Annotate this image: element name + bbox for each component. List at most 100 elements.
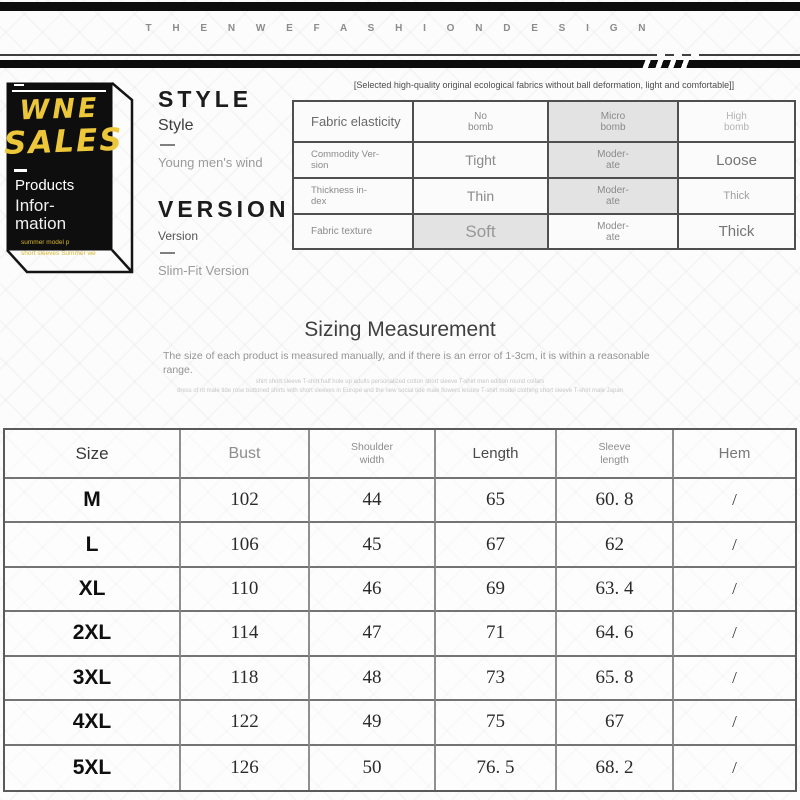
sleeve-value: 63. 4 xyxy=(557,567,674,613)
column-header-length: Length xyxy=(436,430,557,479)
size-label: 5XL xyxy=(5,745,181,790)
bust-value: 106 xyxy=(181,523,310,568)
sleeve-value: 60. 8 xyxy=(557,479,674,524)
version-dash xyxy=(160,252,175,254)
version-heading: VERSION xyxy=(158,196,290,222)
hem-value: / xyxy=(674,479,795,524)
sizing-note: The size of each product is measured man… xyxy=(163,350,650,377)
label-dash xyxy=(14,84,24,86)
label-products-text: Products xyxy=(15,177,75,194)
shoulder-value: 44 xyxy=(310,479,436,524)
divider-thick xyxy=(0,60,800,68)
bust-value: 114 xyxy=(181,612,310,657)
label-info-line1: Infor- xyxy=(15,196,55,215)
hem-value: / xyxy=(732,757,737,777)
label-rule xyxy=(12,90,106,92)
style-subheading: Style xyxy=(158,117,194,134)
sizing-title: Sizing Measurement xyxy=(304,318,496,341)
fabric-option-selected: Micro bomb xyxy=(549,102,679,143)
version-value: Slim-Fit Version xyxy=(158,263,250,278)
hem-value: / xyxy=(674,568,795,613)
sleeve-value: 64. 6 xyxy=(557,612,674,657)
style-version-block: STYLE Style Young men's wind VERSION Ver… xyxy=(158,86,298,278)
label-fineprint-line1: summer model p xyxy=(21,239,70,246)
hem-value: / xyxy=(674,523,795,568)
label-box-icon xyxy=(6,82,134,274)
fabric-option-selected: Soft xyxy=(414,215,549,248)
length-value: 73 xyxy=(436,656,557,702)
label-info-line2: mation xyxy=(15,214,67,234)
length-value: 69 xyxy=(436,567,557,613)
hem-value: / xyxy=(674,701,795,746)
fabric-option: Thin xyxy=(414,179,549,215)
fabric-option: Loose xyxy=(679,143,794,179)
column-header-hem: Hem xyxy=(674,430,795,479)
label-dash xyxy=(14,169,27,172)
divider-thin xyxy=(708,54,800,56)
length-value: 65 xyxy=(436,479,557,524)
fabric-row-label: Thickness in- dex xyxy=(294,179,414,215)
divider-thick-slash-segment xyxy=(638,60,690,68)
size-label: 2XL xyxy=(5,612,181,657)
bust-value: 118 xyxy=(181,656,310,702)
size-label: 3XL xyxy=(5,656,181,702)
style-value: Young men's wind xyxy=(158,155,263,170)
shoulder-value: 46 xyxy=(310,567,436,613)
fabric-option: Tight xyxy=(414,143,549,179)
column-header-size: Size xyxy=(5,430,181,479)
fabric-option: Thick xyxy=(679,179,794,215)
column-header-bust: Bust xyxy=(181,430,310,479)
length-value: 67 xyxy=(436,523,557,568)
size-chart-table: Size Bust Shoulder width Length Sleeve l… xyxy=(3,428,797,792)
size-label: M xyxy=(5,479,181,524)
fabric-option-selected: Moder- ate xyxy=(549,143,679,179)
fabric-option: No bomb xyxy=(414,102,549,143)
style-heading: STYLE xyxy=(158,86,253,112)
fabric-row-label: Fabric texture xyxy=(294,215,414,248)
hem-value: / xyxy=(674,612,795,657)
size-label: 4XL xyxy=(5,701,181,746)
top-black-bar xyxy=(0,2,800,11)
sleeve-value: 65. 8 xyxy=(557,656,674,702)
fabric-row-label: Commodity Ver- sion xyxy=(294,143,414,179)
version-subheading: Version xyxy=(158,229,199,243)
column-header-shoulder: Shoulder width xyxy=(310,430,436,479)
fabric-option: Moder- ate xyxy=(549,215,679,248)
bust-value: 102 xyxy=(181,479,310,524)
bust-value: 110 xyxy=(181,567,310,613)
style-dash xyxy=(160,144,175,146)
fabric-option: High bomb xyxy=(679,102,794,143)
shoulder-value: 49 xyxy=(310,701,436,746)
shoulder-value: 45 xyxy=(310,523,436,568)
fabric-quality-note: [Selected high-quality original ecologic… xyxy=(353,80,735,90)
length-value: 75 xyxy=(436,701,557,746)
fabric-row-label: Fabric elasticity xyxy=(294,102,414,143)
size-label: L xyxy=(5,523,181,568)
fabric-option: Thick xyxy=(718,223,755,240)
sizing-fineprint-line1: shirt short sleeve T-shirt half hole up … xyxy=(255,379,545,385)
label-fineprint-line2: short sleeves Summer we xyxy=(21,250,96,258)
label-brand-line1: WNE xyxy=(19,92,100,127)
brand-title: T H E N W E F A S H I O N D E S I G N xyxy=(145,23,655,34)
shoulder-value: 47 xyxy=(310,612,436,657)
shoulder-value: 50 xyxy=(310,745,436,790)
column-header-sleeve: Sleeve length xyxy=(557,430,674,479)
sleeve-value: 62 xyxy=(557,523,674,568)
length-value: 71 xyxy=(436,612,557,657)
shoulder-value: 48 xyxy=(310,656,436,702)
length-value: 76. 5 xyxy=(436,745,557,790)
label-brand-line2: SALES xyxy=(3,121,125,162)
label-information-text: Infor-mation xyxy=(15,196,67,234)
divider-thin-dashed-segment xyxy=(648,54,708,56)
bust-value: 126 xyxy=(181,745,310,790)
sleeve-value: 68. 2 xyxy=(557,745,674,790)
sleeve-value: 67 xyxy=(557,701,674,746)
bust-value: 122 xyxy=(181,701,310,746)
divider-thin xyxy=(0,54,648,56)
product-label-card: WNE SALES Products Infor-mation summer m… xyxy=(3,76,154,276)
size-label: XL xyxy=(5,567,181,613)
fabric-option-selected: Moder- ate xyxy=(549,179,679,215)
label-fineprint: summer model p short sleeves Summer we xyxy=(21,237,96,259)
sizing-fineprint-line2: dress of nt male tide rose buttoned shir… xyxy=(177,388,623,394)
